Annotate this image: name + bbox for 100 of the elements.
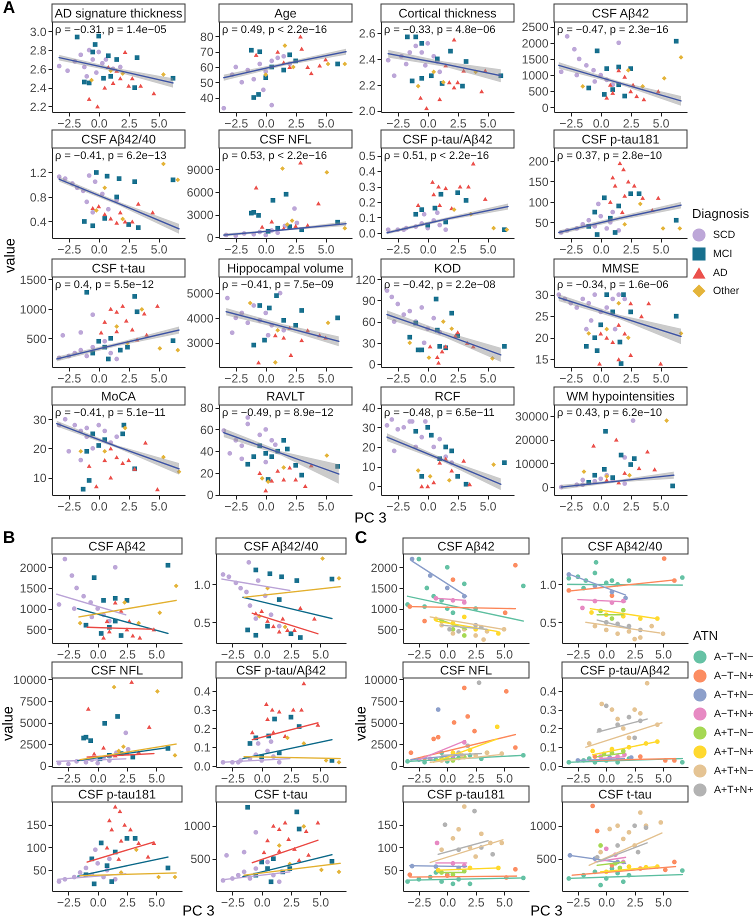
chart-title: CSF Aβ42 — [437, 540, 495, 554]
chart-subtitle: ρ = −0.31, p = 1.4e−05 — [55, 24, 166, 36]
y-tick-label: 4000 — [186, 311, 214, 326]
x-tick-label: −2.5 — [221, 772, 246, 786]
x-tick-label: 5.0 — [312, 648, 330, 662]
x-tick-label: 5.0 — [496, 772, 514, 786]
x-tick-label: 2.5 — [450, 372, 467, 386]
x-tick-label: 2.5 — [120, 242, 138, 256]
y-tick-label: 50 — [384, 864, 398, 878]
x-tick-label: 5.0 — [148, 772, 166, 786]
y-tick-label: 6000 — [186, 185, 214, 200]
x-tick-label: −2.5 — [386, 372, 410, 386]
x-tick-label: 2.5 — [283, 772, 300, 786]
y-tick-label: 500 — [528, 84, 549, 99]
y-tick-label: 0.5 — [194, 616, 211, 630]
x-tick-label: 5.0 — [652, 500, 670, 514]
y-tick-label: 1000 — [530, 819, 557, 834]
x-tick-label: 5.0 — [318, 116, 335, 130]
y-tick-label: 0.1 — [194, 740, 211, 755]
x-tick-label: 0.0 — [439, 772, 456, 786]
y-tick-label: 60 — [200, 422, 214, 437]
legend-label: A+T+N+ — [714, 784, 754, 796]
chart-title: CSF Aβ42 — [88, 540, 146, 554]
x-tick-label: −2.5 — [57, 242, 82, 256]
y-tick-label: 0.4 — [358, 164, 376, 179]
chart-title: CSF Aβ42/40 — [244, 540, 318, 554]
y-tick-label: 20 — [33, 442, 47, 456]
y-tick-label: 2500 — [370, 738, 398, 752]
y-tick-label: 2.2 — [30, 100, 47, 114]
chart-title: CSF NFL — [259, 132, 312, 146]
y-tick-label: 2.2 — [358, 78, 376, 92]
y-tick-label: 2000 — [20, 560, 47, 575]
x-tick-label: 0.0 — [420, 500, 437, 514]
y-tick-label: 7500 — [370, 694, 398, 708]
y-tick-label: 0.4 — [540, 684, 557, 698]
x-tick-label: 5.0 — [150, 242, 168, 256]
y-tick-label: 1500 — [370, 581, 398, 596]
x-tick-label: 0.0 — [420, 242, 437, 256]
x-tick-label: −2.5 — [559, 242, 584, 256]
legend-label: A−T−N+ — [714, 670, 754, 682]
x-tick-label: 2.5 — [622, 372, 640, 386]
y-tick-label: 1000 — [20, 602, 47, 616]
chart-subtitle: ρ = 0.51, p < 2.2e−16 — [384, 150, 490, 162]
y-tick-label: 1500 — [20, 272, 47, 287]
x-tick-label: 0.0 — [258, 500, 275, 514]
y-tick-label: 100 — [26, 840, 47, 855]
y-tick-label: 0.0 — [194, 760, 211, 774]
chart-subtitle: ρ = −0.42, p = 2.2e−08 — [384, 279, 496, 291]
x-tick-label: 5.0 — [655, 896, 672, 910]
chart-title: CSF p-tau181 — [427, 788, 505, 802]
y-tick-label: 0.3 — [540, 703, 557, 718]
x-tick-label: 2.5 — [283, 648, 300, 662]
y-tick-label: 60 — [362, 315, 376, 330]
x-tick-label: 2.5 — [119, 896, 136, 910]
y-tick-label: 2.0 — [358, 104, 376, 118]
x-tick-label: 0.0 — [258, 116, 275, 130]
x-tick-label: 5.0 — [480, 372, 497, 386]
y-tick-label: 2.8 — [30, 44, 47, 58]
x-tick-label: −2.5 — [57, 648, 82, 662]
chart-subtitle: ρ = 0.53, p < 2.2e−16 — [222, 150, 328, 162]
x-tick-label: 5.0 — [150, 500, 168, 514]
x-tick-label: 5.0 — [312, 772, 330, 786]
x-tick-label: 5.0 — [148, 648, 166, 662]
x-tick-label: 2.5 — [288, 500, 305, 514]
y-tick-label: 30000 — [515, 409, 549, 424]
y-tick-label: 2000 — [522, 36, 549, 50]
x-tick-label: −2.5 — [224, 500, 248, 514]
y-tick-label: 50 — [200, 76, 214, 90]
x-tick-label: 2.5 — [626, 772, 644, 786]
chart-subtitle: ρ = −0.41, p = 5.1e−11 — [55, 407, 166, 419]
legend-title: Diagnosis — [692, 206, 750, 221]
x-tick-label: 0.0 — [90, 896, 107, 910]
y-tick-label: 1000 — [370, 602, 398, 616]
y-tick-label: 0.3 — [358, 180, 376, 194]
x-tick-label: 0.0 — [254, 896, 271, 910]
y-tick-label: 0 — [542, 100, 549, 115]
chart-title: KOD — [434, 262, 462, 276]
x-tick-label: −2.5 — [386, 116, 410, 130]
x-tick-label: 2.5 — [468, 772, 485, 786]
y-tick-label: 10 — [362, 460, 376, 474]
x-tick-label: 0.0 — [420, 116, 437, 130]
chart-subtitle: ρ = 0.37, p = 2.8e−10 — [557, 150, 662, 162]
y-tick-label: 10000 — [515, 456, 549, 471]
x-tick-label: 0.0 — [258, 242, 275, 256]
y-tick-label: 500 — [26, 332, 47, 346]
legend-label: A−T+N+ — [714, 708, 754, 720]
y-tick-label: 30 — [362, 336, 376, 350]
y-tick-label: 2000 — [370, 560, 398, 575]
y-tick-label: 0.1 — [540, 740, 557, 755]
x-tick-label: 2.5 — [288, 372, 305, 386]
y-tick-label: 0 — [206, 230, 214, 245]
chart-title: CSF t-tau — [254, 788, 308, 802]
text: C — [354, 528, 368, 547]
chart-title: CSF Aβ42/40 — [588, 540, 662, 554]
legend-label: A−T−N− — [714, 651, 754, 663]
legend-label: Other — [713, 285, 740, 297]
y-tick-label: 150 — [377, 818, 398, 832]
chart-title: RAVLT — [266, 390, 306, 404]
y-tick-label: 0 — [368, 358, 376, 372]
x-tick-label: −2.5 — [57, 772, 82, 786]
